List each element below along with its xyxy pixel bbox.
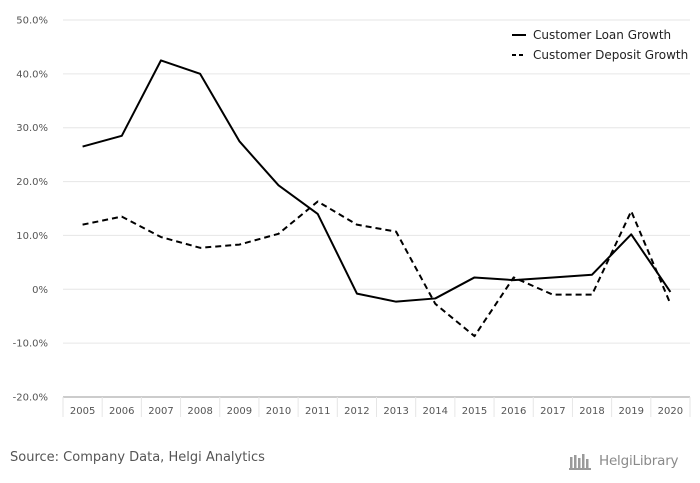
data-point-customer-loan-growth [120,134,124,138]
data-point-customer-deposit-growth [551,292,555,296]
y-axis: 50.0% 40.0% 30.0% 20.0% 10.0% 0% -10.0% -20.0% [13,16,48,404]
data-point-customer-loan-growth [316,212,320,216]
y-tick-label: 30.0% [16,123,48,134]
data-point-customer-deposit-growth [590,292,594,296]
data-point-customer-deposit-growth [394,229,398,233]
data-point-customer-deposit-growth [159,235,163,239]
data-point-customer-loan-growth [629,232,633,236]
y-tick-label: 0% [32,285,48,296]
y-tick-label: 10.0% [16,231,48,242]
y-tick-label: 40.0% [16,69,48,80]
x-tick-label: 2019 [618,406,643,417]
x-tick-label: 2016 [501,406,526,417]
x-tick-label: 2017 [540,406,565,417]
source-note: Source: Company Data, Helgi Analytics [10,450,265,465]
x-tick-label: 2015 [462,406,487,417]
plot-area [80,58,672,338]
data-point-customer-deposit-growth [668,302,672,306]
data-point-customer-loan-growth [159,58,163,62]
x-tick-label: 2011 [305,406,330,417]
data-point-customer-loan-growth [433,296,437,300]
data-point-customer-deposit-growth [472,334,476,338]
y-tick-label: 50.0% [16,16,48,27]
data-point-customer-deposit-growth [511,275,515,279]
brand-name: HelgiLibrary [599,453,679,469]
legend: Customer Loan Growth Customer Deposit Gro… [512,28,688,62]
brand-logo: HelgiLibrary [568,449,692,473]
x-tick-label: 2012 [344,406,369,417]
data-point-customer-deposit-growth [80,222,84,226]
gridlines [63,19,690,398]
data-point-customer-loan-growth [237,139,241,143]
data-point-customer-loan-growth [198,72,202,76]
x-tick-label: 2014 [423,406,448,417]
x-tick-label: 2013 [383,406,408,417]
data-point-customer-deposit-growth [276,232,280,236]
data-point-customer-deposit-growth [629,209,633,213]
data-point-customer-loan-growth [668,290,672,294]
x-tick-label: 2020 [658,406,683,417]
x-tick-label: 2005 [70,406,95,417]
data-point-customer-loan-growth [80,144,84,148]
data-point-customer-deposit-growth [198,246,202,250]
data-point-customer-loan-growth [394,299,398,303]
data-point-customer-deposit-growth [355,222,359,226]
y-tick-label: -20.0% [13,393,48,404]
x-tick-label: 2018 [579,406,604,417]
data-point-customer-loan-growth [472,275,476,279]
x-tick-label: 2007 [148,406,173,417]
series-line-customer-deposit-growth [82,200,672,338]
data-point-customer-deposit-growth [316,199,320,203]
data-point-customer-loan-growth [276,183,280,187]
data-point-customer-deposit-growth [433,302,437,306]
y-tick-label: 20.0% [16,177,48,188]
data-point-customer-deposit-growth [237,242,241,246]
legend-label-customer-deposit-growth: Customer Deposit Growth [533,48,688,62]
legend-label-customer-loan-growth: Customer Loan Growth [533,28,671,42]
data-point-customer-loan-growth [551,275,555,279]
x-axis: 2005 2006 2007 2008 2009 2010 2011 2012 2013 2014… [62,397,691,417]
x-tick-label: 2010 [266,406,291,417]
series-line-customer-loan-growth [82,59,672,303]
y-tick-label: -10.0% [13,339,48,350]
data-point-customer-loan-growth [355,291,359,295]
data-point-customer-loan-growth [590,273,594,277]
x-tick-label: 2008 [187,406,212,417]
library-icon [569,454,591,470]
x-tick-label: 2006 [109,406,134,417]
data-point-customer-deposit-growth [120,214,124,218]
x-tick-label: 2009 [227,406,252,417]
